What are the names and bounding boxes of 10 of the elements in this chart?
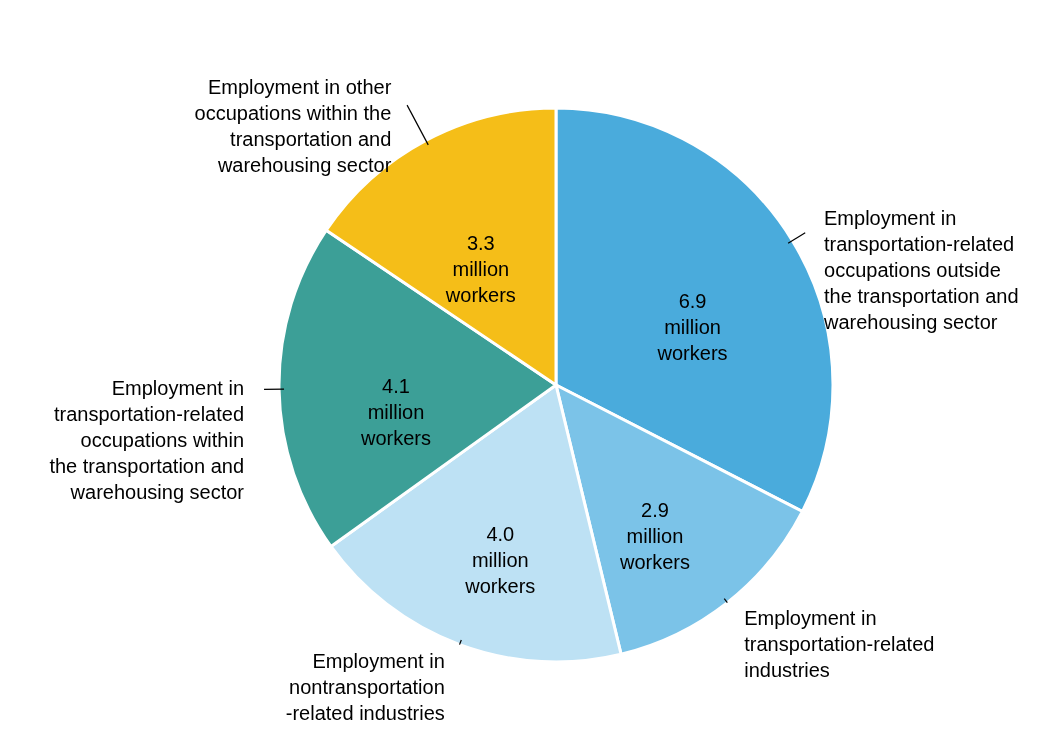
data-label: 4.0 million workers [464,522,536,597]
data-label: 2.9 million workers [618,498,690,573]
data-label: 6.9 million workers [656,289,728,364]
slice-label: Employment in other occupations within the transportation and warehousing sector [194,76,392,177]
data-label: 3.3 million workers [444,231,516,306]
slice-label: Employment in transportation-related industries [744,606,935,681]
slice-label: Employment in transportation-related occupations within the transportation and warehousing sector [49,377,245,504]
slice-label: Employment in nontransportation -related industries [285,650,445,725]
data-label: 4.1 million workers [360,375,432,450]
slice-label: Employment in transportation-related occupations outside the transportation and warehousing sector [823,206,1019,333]
